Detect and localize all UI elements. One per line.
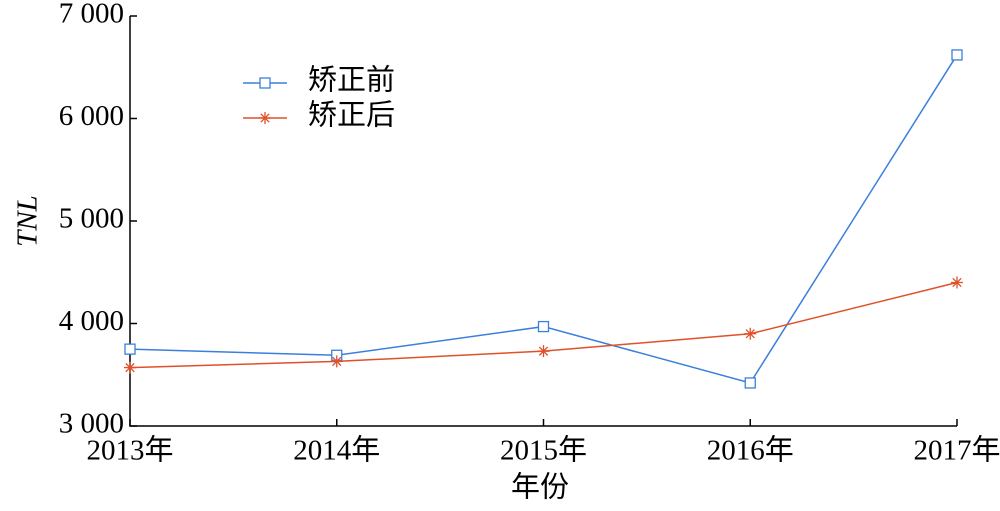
point [537,345,550,358]
x-tick-label: 2017年 [913,434,1000,467]
point [744,327,757,340]
x-tick-label: 2016年 [707,434,794,467]
point [951,276,963,289]
series-line [129,54,958,384]
x-tick-label: 2013年 [86,434,173,467]
x-tick-label: 2015年 [500,434,587,467]
y-tick-label: 5 000 [59,203,124,235]
point [330,355,343,368]
point [744,377,756,389]
x-tick-label: 2014年 [293,434,380,467]
legend-label: 矫正前 [308,64,395,97]
y-tick-label: 7 000 [59,0,124,30]
point [124,343,136,355]
y-tick-label: 3 000 [59,408,124,440]
y-tick-label: 6 000 [59,100,124,132]
point [951,49,963,61]
point [259,112,271,124]
legend-label: 矫正后 [308,99,395,132]
point [259,77,271,89]
x-axis-label: 年份 [511,471,569,504]
point [124,361,136,374]
y-tick-label: 4 000 [59,305,124,337]
point [537,320,550,333]
y-axis-label: TNL [12,195,44,247]
